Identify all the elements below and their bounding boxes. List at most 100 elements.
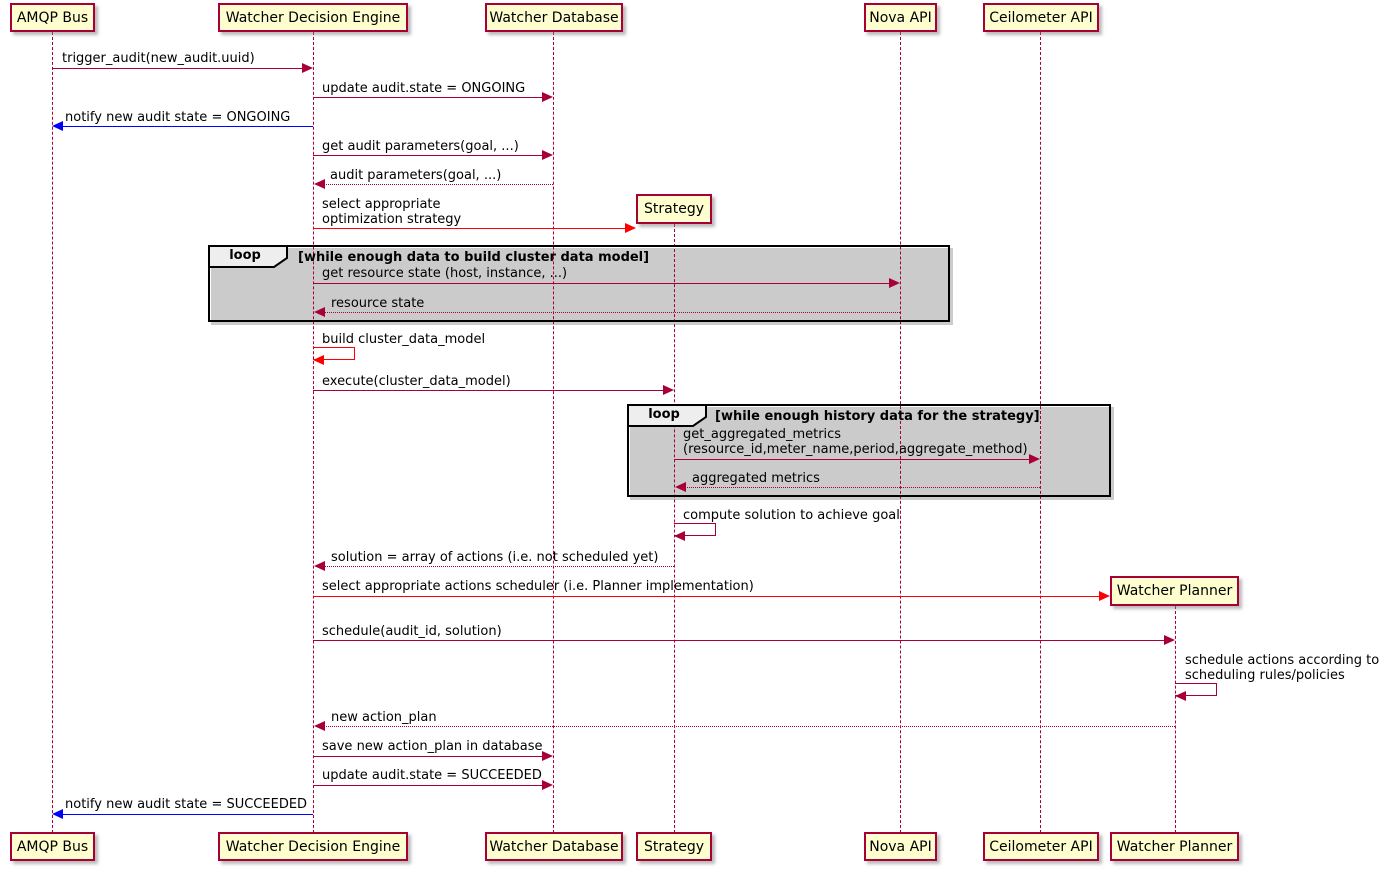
message-get-metrics-label: get_aggregated_metrics (resource_id,mete… xyxy=(683,427,1028,457)
arrowhead-right-icon xyxy=(663,385,674,395)
lifeline-ceilometer-api xyxy=(1040,32,1041,833)
participant-nova-api-top: Nova API xyxy=(864,3,937,32)
message-get-metrics-arrow xyxy=(674,459,1029,460)
participant-label: Watcher Database xyxy=(489,838,619,855)
message-resource-return-label: resource state xyxy=(331,296,425,311)
loop2-frame: loop [while enough history data for the … xyxy=(627,404,1111,497)
message-update-succeeded-arrow xyxy=(313,785,542,786)
lifeline-amqp-bus xyxy=(52,32,53,833)
message-update-succeeded-label: update audit.state = SUCCEEDED xyxy=(322,768,542,783)
arrowhead-left-icon xyxy=(314,307,325,317)
lifeline-planner xyxy=(1175,606,1176,833)
arrowhead-right-icon xyxy=(889,278,900,288)
message-execute-label: execute(cluster_data_model) xyxy=(322,374,511,389)
message-get-resource-label: get resource state (host, instance, ...) xyxy=(322,266,568,281)
participant-amqp-bus-top: AMQP Bus xyxy=(10,3,95,32)
participant-label: Strategy xyxy=(644,201,704,217)
message-select-strategy-label: select appropriate optimization strategy xyxy=(322,197,462,227)
message-params-return-label: audit parameters(goal, ...) xyxy=(330,168,502,183)
arrowhead-right-icon xyxy=(542,150,553,160)
arrowhead-left-icon xyxy=(314,721,325,731)
arrowhead-right-icon xyxy=(1164,635,1175,645)
message-save-plan-label: save new action_plan in database xyxy=(322,739,543,754)
loop1-condition: [while enough data to build cluster data… xyxy=(298,250,650,265)
message-get-params-label: get audit parameters(goal, ...) xyxy=(322,139,519,154)
arrowhead-left-icon xyxy=(52,121,63,131)
message-compute-solution-label: compute solution to achieve goal xyxy=(683,508,900,523)
arrowhead-right-icon xyxy=(1099,591,1110,601)
message-notify-ongoing-arrow xyxy=(62,126,313,127)
arrowhead-left-icon xyxy=(313,355,324,365)
arrowhead-right-icon xyxy=(542,92,553,102)
loop1-tab-icon xyxy=(208,245,288,268)
participant-label: Watcher Database xyxy=(489,9,619,26)
loop2-tab-icon xyxy=(627,404,707,427)
participant-nova-api-bottom: Nova API xyxy=(864,832,937,861)
participant-label: Watcher Planner xyxy=(1116,583,1233,599)
message-schedule-actions-label: schedule actions according to scheduling… xyxy=(1185,653,1380,683)
participant-strategy-created: Strategy xyxy=(636,194,712,224)
arrowhead-left-icon xyxy=(1175,691,1186,701)
participant-label: AMQP Bus xyxy=(16,9,89,26)
arrowhead-left-icon xyxy=(314,561,325,571)
message-select-strategy-arrow xyxy=(313,228,625,229)
loop2-condition: [while enough history data for the strat… xyxy=(715,409,1040,424)
lifeline-nova-api xyxy=(900,32,901,833)
participant-label: Watcher Decision Engine xyxy=(225,838,401,855)
participant-label: AMQP Bus xyxy=(16,838,89,855)
loop2-shadow xyxy=(630,407,1114,500)
arrowhead-left-icon xyxy=(314,179,325,189)
lifeline-database xyxy=(553,32,554,833)
message-trigger-audit-label: trigger_audit(new_audit.uuid) xyxy=(62,51,255,66)
message-update-ongoing-arrow xyxy=(313,97,542,98)
participant-amqp-bus-bottom: AMQP Bus xyxy=(10,832,95,861)
message-select-scheduler-arrow xyxy=(313,596,1099,597)
participant-label: Ceilometer API xyxy=(989,9,1093,26)
message-trigger-audit-arrow xyxy=(52,68,302,69)
participant-decision-engine-bottom: Watcher Decision Engine xyxy=(218,832,408,861)
arrowhead-left-icon xyxy=(52,809,63,819)
participant-database-top: Watcher Database xyxy=(485,3,623,32)
loop1-frame: loop [while enough data to build cluster… xyxy=(208,245,950,322)
message-update-ongoing-label: update audit.state = ONGOING xyxy=(322,81,526,96)
message-solution-return-label: solution = array of actions (i.e. not sc… xyxy=(331,550,659,565)
participant-strategy-bottom: Strategy xyxy=(636,832,712,861)
participant-label: Watcher Decision Engine xyxy=(225,9,401,26)
participant-decision-engine-top: Watcher Decision Engine xyxy=(218,3,408,32)
arrowhead-right-icon xyxy=(542,780,553,790)
message-compute-solution-self-arrow xyxy=(674,523,716,536)
lifeline-strategy xyxy=(674,224,675,833)
message-execute-arrow xyxy=(313,390,663,391)
arrowhead-left-icon xyxy=(675,482,686,492)
message-notify-succeeded-label: notify new audit state = SUCCEEDED xyxy=(65,797,308,812)
message-params-return-arrow xyxy=(324,184,553,185)
loop2-keyword: loop xyxy=(648,407,680,422)
message-get-resource-arrow xyxy=(313,283,889,284)
participant-label: Watcher Planner xyxy=(1116,838,1233,855)
loop1-keyword: loop xyxy=(229,248,261,263)
message-new-plan-label: new action_plan xyxy=(331,710,437,725)
message-build-model-self-arrow xyxy=(313,347,355,360)
message-save-plan-arrow xyxy=(313,756,542,757)
participant-ceilometer-api-bottom: Ceilometer API xyxy=(983,832,1099,861)
message-schedule-label: schedule(audit_id, solution) xyxy=(322,624,502,639)
arrowhead-right-icon xyxy=(542,751,553,761)
participant-planner-created: Watcher Planner xyxy=(1110,576,1239,606)
message-solution-return-arrow xyxy=(324,566,674,567)
participant-label: Ceilometer API xyxy=(989,838,1093,855)
arrowhead-right-icon xyxy=(1029,454,1040,464)
message-build-model-label: build cluster_data_model xyxy=(322,332,486,347)
participant-label: Nova API xyxy=(869,9,932,26)
message-metrics-return-label: aggregated metrics xyxy=(692,471,820,486)
message-get-params-arrow xyxy=(313,155,542,156)
message-schedule-actions-self-arrow xyxy=(1175,683,1217,696)
message-resource-return-arrow xyxy=(324,312,900,313)
participant-database-bottom: Watcher Database xyxy=(485,832,623,861)
participant-label: Nova API xyxy=(869,838,932,855)
message-notify-succeeded-arrow xyxy=(62,814,313,815)
participant-ceilometer-api-top: Ceilometer API xyxy=(983,3,1099,32)
message-metrics-return-arrow xyxy=(685,487,1040,488)
participant-planner-bottom: Watcher Planner xyxy=(1110,832,1239,861)
message-new-plan-arrow xyxy=(324,726,1175,727)
